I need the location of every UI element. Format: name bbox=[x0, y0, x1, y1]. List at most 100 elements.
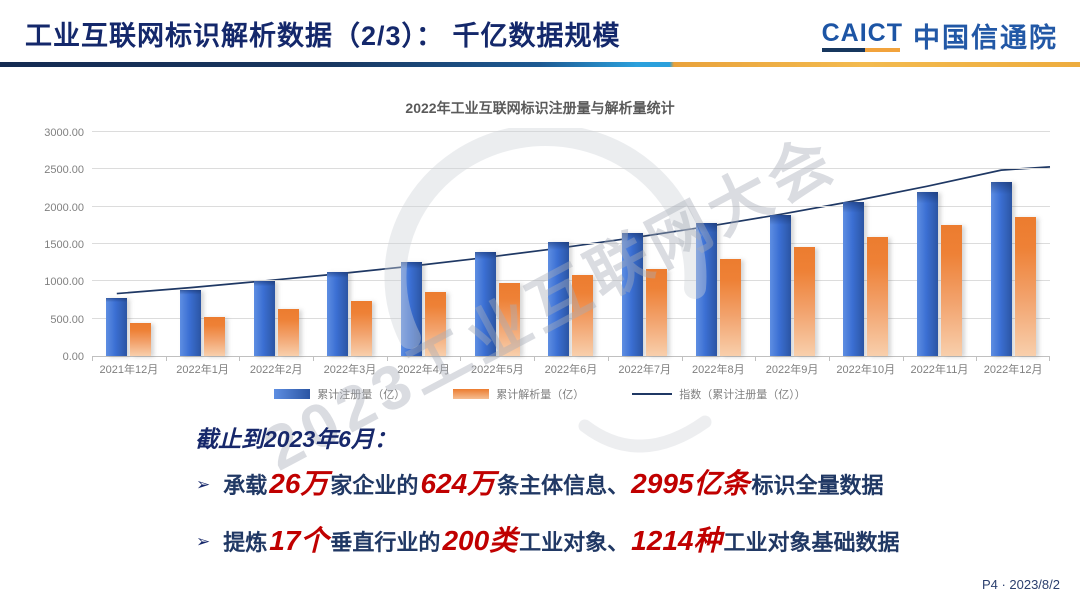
axis-tick bbox=[313, 356, 315, 361]
page-number: P4 · 2023/8/2 bbox=[981, 577, 1060, 592]
axis-tick bbox=[607, 356, 609, 361]
x-tick-label: 2022年2月 bbox=[249, 364, 303, 376]
legend-swatch bbox=[453, 389, 490, 399]
y-tick-label: 1500.00 bbox=[44, 239, 84, 251]
y-tick-label: 2000.00 bbox=[44, 201, 84, 214]
registration-bar bbox=[401, 261, 423, 356]
registration-bar bbox=[622, 232, 644, 356]
logo-underline-orange bbox=[864, 47, 900, 52]
header-divider bbox=[0, 62, 1080, 67]
axis-tick bbox=[92, 356, 93, 361]
bar-group bbox=[608, 133, 682, 356]
axis-tick bbox=[902, 356, 904, 361]
stat-highlight-value: 200类 bbox=[442, 525, 518, 556]
gridline bbox=[92, 205, 1050, 207]
legend-item: 累计解析量（亿） bbox=[453, 386, 584, 402]
resolution-bar bbox=[793, 247, 815, 356]
bar-group bbox=[460, 133, 534, 356]
bar-group bbox=[829, 133, 903, 356]
resolution-bar bbox=[498, 283, 520, 356]
stat-text: 条主体信息、 bbox=[497, 473, 630, 498]
resolution-bar bbox=[719, 259, 741, 356]
x-tick-label: 2022年5月 bbox=[470, 364, 524, 376]
x-tick-label: 2022年11月 bbox=[910, 364, 969, 376]
stat-text: 工业对象基础数据 bbox=[723, 530, 900, 555]
legend-swatch bbox=[274, 389, 311, 399]
x-tick-label: 2022年6月 bbox=[544, 364, 598, 376]
axis-tick bbox=[755, 356, 757, 361]
y-tick-label: 1000.00 bbox=[44, 276, 84, 289]
bar-group bbox=[92, 133, 166, 356]
gridline bbox=[92, 243, 1050, 244]
caict-logo-en: CAICT bbox=[821, 18, 903, 52]
chart-title: 2022年工业互联网标识注册量与解析量统计 bbox=[405, 100, 675, 116]
caict-logo-text: CAICT bbox=[821, 18, 903, 47]
y-tick-label: 0.00 bbox=[62, 351, 84, 363]
stats-bullets: ➢ 承载 26万 家企业的 624万 条主体信息、 2995亿条 标识全量数据 ➢ 提炼 17个 垂直… bbox=[196, 462, 899, 576]
stat-highlight-value: 26万 bbox=[269, 468, 329, 499]
bar-group bbox=[755, 133, 829, 356]
axis-tick bbox=[1049, 356, 1050, 361]
resolution-bar bbox=[940, 225, 962, 356]
chart-panel: 2022年工业互联网标识注册量与解析量统计 0.00 500.00 1000.00 1… bbox=[28, 90, 1052, 412]
stat-text: 提炼 bbox=[223, 530, 268, 555]
caict-logo: CAICT 中国信通院 bbox=[821, 16, 1058, 55]
resolution-bar bbox=[867, 237, 889, 356]
bar-group bbox=[682, 133, 756, 356]
gridline bbox=[92, 168, 1050, 170]
x-tick-label: 2022年7月 bbox=[618, 364, 671, 376]
registration-bar bbox=[253, 280, 275, 356]
registration-bar bbox=[474, 251, 496, 356]
resolution-bar bbox=[646, 269, 668, 356]
gridline bbox=[92, 317, 1050, 319]
legend-label: 累计注册量（亿） bbox=[317, 389, 406, 401]
gridline bbox=[92, 131, 1050, 132]
axis-tick bbox=[165, 356, 167, 361]
axis-tick bbox=[239, 356, 241, 361]
bar-group bbox=[976, 133, 1050, 356]
y-tick-label: 3000.00 bbox=[44, 127, 84, 139]
legend-label: 累计解析量（亿） bbox=[496, 389, 585, 401]
registration-bar bbox=[180, 289, 202, 356]
x-tick-label: 2022年3月 bbox=[323, 364, 377, 376]
registration-bar bbox=[990, 182, 1012, 356]
resolution-bar bbox=[1014, 217, 1036, 356]
x-tick-label: 2022年10月 bbox=[836, 364, 896, 376]
stats-heading: 截止到2023年6月： bbox=[195, 426, 397, 452]
gridline bbox=[92, 280, 1050, 282]
legend-item: 指数（累计注册量（亿）） bbox=[632, 386, 806, 402]
x-tick-label: 2022年4月 bbox=[397, 364, 450, 376]
bar-group bbox=[534, 133, 608, 356]
axis-tick bbox=[460, 356, 462, 361]
bar-group bbox=[239, 133, 313, 356]
legend-swatch bbox=[632, 393, 673, 395]
axis-tick bbox=[976, 356, 978, 361]
registration-bar bbox=[916, 192, 938, 356]
stat-text: 标识全量数据 bbox=[751, 473, 884, 498]
x-tick-label: 2022年8月 bbox=[692, 364, 745, 376]
resolution-bar bbox=[572, 274, 594, 356]
resolution-bar bbox=[425, 292, 447, 356]
y-axis-labels: 0.00 500.00 1000.00 1500.00 2000.00 2500.00 30… bbox=[28, 127, 84, 363]
chart-legend: 累计注册量（亿） 累计解析量（亿） 指数（累计注册量（亿）） bbox=[28, 386, 1052, 402]
stat-text: 家企业的 bbox=[330, 473, 419, 498]
x-tick-label: 2022年12月 bbox=[983, 364, 1043, 376]
plot-area bbox=[92, 131, 1051, 361]
x-axis-labels: 2021年12月 2022年1月 2022年2月 2022年3月 2022年4月 2022… bbox=[92, 361, 1050, 377]
y-tick-label: 500.00 bbox=[50, 313, 84, 326]
y-tick-label: 2500.00 bbox=[44, 164, 84, 177]
axis-tick bbox=[534, 356, 536, 361]
bar-group bbox=[387, 133, 461, 356]
resolution-bar bbox=[204, 316, 226, 356]
registration-bar bbox=[548, 242, 570, 356]
stat-highlight-value: 2995亿条 bbox=[631, 468, 750, 499]
bullet-arrow-icon: ➢ bbox=[196, 475, 211, 494]
stat-highlight-value: 624万 bbox=[420, 468, 496, 499]
stat-text: 垂直行业的 bbox=[330, 530, 441, 555]
caict-logo-underline bbox=[821, 47, 900, 52]
axis-tick bbox=[828, 356, 830, 361]
stat-highlight-value: 1214种 bbox=[631, 525, 722, 556]
resolution-bar bbox=[130, 322, 152, 356]
registration-bar bbox=[769, 214, 791, 356]
stat-text: 工业对象、 bbox=[519, 530, 630, 555]
